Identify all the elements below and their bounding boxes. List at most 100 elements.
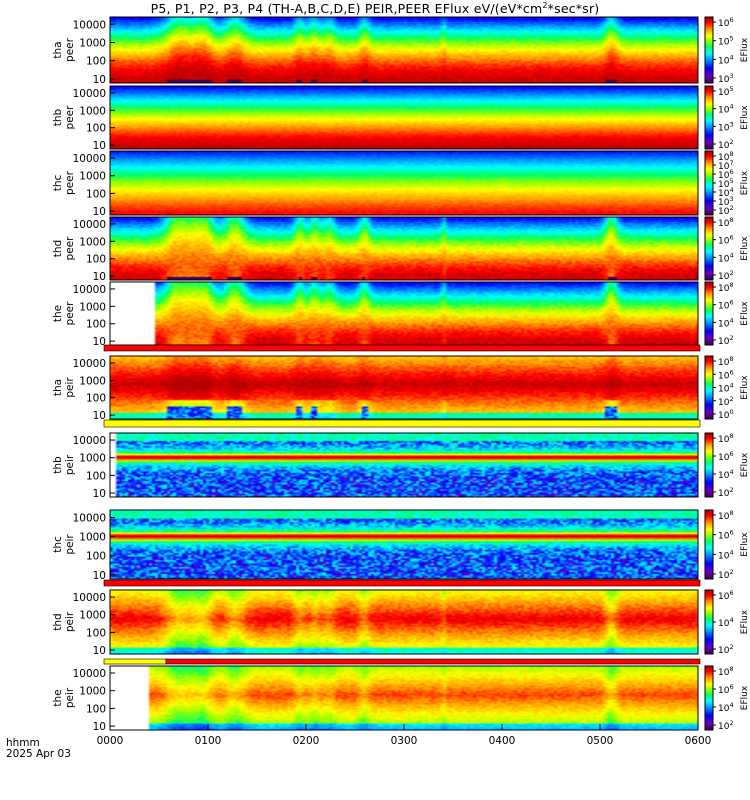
colorbar-tick-exponent: 6 [729,450,733,458]
spectrogram-panel: 10 100 1000 10000 thepeer [52,281,699,348]
colorbar-tick-exponent: 2 [729,643,733,651]
colorbar-tick-label: 103 [718,195,734,208]
colorbar-tick-base: 10 [718,398,730,408]
spectrogram-panel: 10 100 1000 10000 thapeir [52,355,699,422]
colorbar-tick-base: 10 [718,302,730,312]
colorbar-tick-label: 102 [718,719,734,732]
colorbar-tick-label: 106 [718,589,734,602]
spectrogram-image [110,433,698,497]
y-tick-label: 100 [86,123,106,135]
colorbar-tick-label: 105 [718,85,734,98]
panel-label-probe: thc [52,536,64,553]
x-tick-label: 0200 [293,735,320,747]
colorbar-tick-exponent: 4 [729,186,733,194]
colorbar-tick-label: 106 [718,299,734,312]
panel-label: thepeir [52,687,76,708]
colorbar-label: EFlux [740,37,750,62]
colorbar-tick-label: 104 [718,53,734,66]
spectrogram-image [110,86,698,149]
time-axis-label: hhmm 2025 Apr 03 [6,738,71,760]
colorbar-gradient [705,433,713,497]
colorbar-tick-exponent: 8 [729,509,733,517]
colorbar-tick-base: 10 [718,106,730,116]
colorbar-tick-exponent: 4 [729,548,733,556]
colorbar-tick-label: 102 [718,334,734,347]
y-tick-label: 100 [86,470,106,482]
colorbar-tick-exponent: 6 [729,168,733,176]
panel-frame [109,216,699,281]
spectrogram-panel: 10 100 1000 10000 thdpeir [52,589,699,657]
y-tick-label: 100 [86,56,106,68]
spectrogram-panel: 10 100 1000 10000 thdpeer [52,216,699,283]
colorbar-tick-exponent: 5 [729,35,733,43]
y-tick-label: 1000 [79,37,106,49]
time-axis-units: hhmm [6,737,40,749]
colorbar-tick-label: 104 [718,468,734,481]
colorbar-tick-exponent: 2 [729,719,733,727]
colorbar-gradient [705,356,713,419]
colorbar-tick-exponent: 2 [729,138,733,146]
colorbar-label: EFlux [740,452,750,477]
panel-label-species: peer [64,37,76,62]
plot-title-sup: 2 [542,1,548,10]
colorbar-tick-base: 10 [718,371,730,381]
panel-label-species: peer [64,105,76,130]
colorbar-tick-label: 104 [718,316,734,329]
colorbar-tick-exponent: 2 [729,486,733,494]
y-tick-label: 1000 [79,610,106,622]
colorbar-frame [704,509,714,580]
y-tick-label: 100 [86,627,106,639]
colorbar-gradient [705,282,713,345]
colorbar-tick-label: 104 [718,701,734,714]
colorbar-frame [704,216,714,281]
y-tick-label: 10000 [73,88,106,100]
colorbar-tick-exponent: 4 [729,316,733,324]
colorbar-tick-base: 10 [718,162,730,172]
colorbar-frame [704,665,714,731]
status-bar [103,579,701,587]
colorbar-gradient [705,666,713,730]
colorbar-tick-base: 10 [718,358,730,368]
colorbar-tick-label: 106 [718,16,734,29]
panel-label-probe: thb [52,456,64,474]
colorbar-tick-label: 103 [718,72,734,85]
colorbar-tick-exponent: 2 [729,204,733,212]
colorbar-frame [704,16,714,84]
spectrogram-panel: 10 100 1000 10000 thbpeer [52,85,699,152]
panel-label-probe: the [52,305,64,322]
panel-label: thapeir [52,377,76,398]
spectrogram-panel: 10 100 1000 10000 thcpeer [52,150,699,218]
y-tick-label: 1000 [79,532,106,544]
colorbar-tick-base: 10 [718,56,730,66]
panel-label: thapeer [52,37,76,62]
y-tick-label: 100 [86,703,106,715]
colorbar-tick-label: 106 [718,450,734,463]
colorbar-tick-exponent: 3 [729,72,733,80]
panel-frame [109,85,699,150]
colorbar-label: EFlux [740,301,750,326]
colorbar-tick-label: 106 [718,529,734,542]
colorbar-tick-base: 10 [718,385,730,395]
colorbar-tick-exponent: 8 [729,355,733,363]
y-tick-label: 10 [93,721,106,733]
x-tick-label: 0600 [685,735,712,747]
time-axis-date: 2025 Apr 03 [6,748,71,760]
panel-label-probe: thb [52,108,64,126]
colorbar-tick-exponent: 6 [729,529,733,537]
colorbar-tick-base: 10 [718,141,730,151]
status-bar [165,658,701,665]
y-tick-label: 10000 [73,153,106,165]
colorbar-tick-base: 10 [718,237,730,247]
panel-label: thcpeer [52,170,76,195]
spectrogram-image [110,151,698,215]
colorbar-tick-label: 104 [718,103,734,116]
x-tick-label: 0300 [391,735,418,747]
panel-label-probe: the [52,689,64,706]
colorbar-tick-exponent: 4 [729,53,733,61]
colorbar-tick-exponent: 7 [729,159,733,167]
